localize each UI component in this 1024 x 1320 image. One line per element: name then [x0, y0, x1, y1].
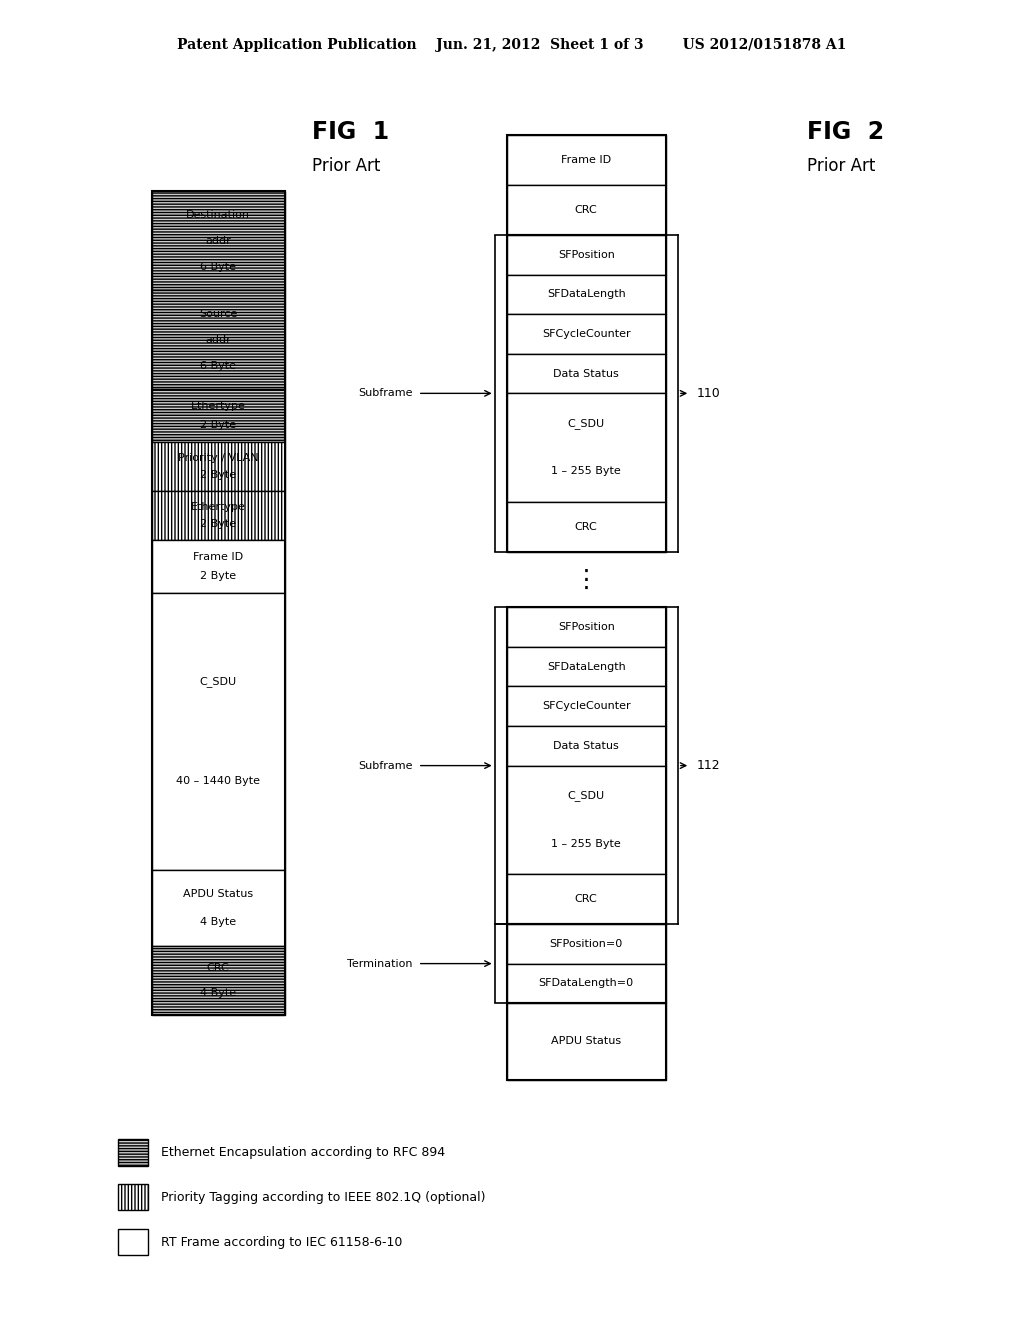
- Text: Source: Source: [199, 309, 238, 319]
- Text: 4 Byte: 4 Byte: [200, 917, 237, 927]
- Text: RT Frame according to IEC 61158-6-10: RT Frame according to IEC 61158-6-10: [161, 1236, 402, 1249]
- Text: Frame ID: Frame ID: [194, 552, 243, 562]
- Text: Ethertype: Ethertype: [190, 502, 246, 512]
- Text: Priority / VLAN: Priority / VLAN: [178, 453, 258, 463]
- Bar: [507, 607, 666, 647]
- Text: 40 – 1440 Byte: 40 – 1440 Byte: [176, 776, 260, 787]
- Bar: [507, 1003, 666, 1080]
- Bar: [507, 135, 666, 235]
- Text: CRC: CRC: [574, 205, 598, 215]
- Text: Ethertype: Ethertype: [190, 401, 246, 412]
- Text: Priority Tagging according to IEEE 802.1Q (optional): Priority Tagging according to IEEE 802.1…: [161, 1191, 485, 1204]
- Text: 6 Byte: 6 Byte: [200, 261, 237, 272]
- Bar: [507, 275, 666, 314]
- Text: C_SDU: C_SDU: [567, 418, 605, 429]
- Text: 112: 112: [696, 759, 720, 772]
- Text: 1 – 255 Byte: 1 – 255 Byte: [551, 466, 622, 477]
- Text: Prior Art: Prior Art: [807, 157, 876, 176]
- Text: 110: 110: [696, 387, 720, 400]
- Bar: [118, 1229, 148, 1255]
- Text: 6 Byte: 6 Byte: [200, 360, 237, 371]
- Text: FIG  2: FIG 2: [807, 120, 884, 144]
- Bar: [507, 686, 666, 726]
- Bar: [507, 1003, 666, 1080]
- Bar: [152, 491, 285, 540]
- Bar: [507, 314, 666, 354]
- Text: CRC: CRC: [574, 521, 598, 532]
- Bar: [118, 1139, 148, 1166]
- Text: 2 Byte: 2 Byte: [200, 420, 237, 430]
- Bar: [507, 607, 666, 924]
- Text: addr: addr: [205, 236, 231, 246]
- Bar: [507, 185, 666, 235]
- Text: 2 Byte: 2 Byte: [200, 570, 237, 581]
- Text: APDU Status: APDU Status: [183, 890, 253, 899]
- Bar: [152, 946, 285, 1015]
- Text: C_SDU: C_SDU: [200, 676, 237, 686]
- Text: APDU Status: APDU Status: [551, 1036, 622, 1047]
- Text: Data Status: Data Status: [553, 741, 620, 751]
- Text: C_SDU: C_SDU: [567, 791, 605, 801]
- Text: Patent Application Publication    Jun. 21, 2012  Sheet 1 of 3        US 2012/015: Patent Application Publication Jun. 21, …: [177, 38, 847, 51]
- Text: Destination: Destination: [186, 210, 250, 220]
- Bar: [507, 354, 666, 393]
- Bar: [507, 766, 666, 874]
- Text: 4 Byte: 4 Byte: [200, 989, 237, 998]
- Text: ⋮: ⋮: [573, 568, 599, 591]
- Text: SFCycleCounter: SFCycleCounter: [542, 701, 631, 711]
- Bar: [118, 1184, 148, 1210]
- Text: SFDataLength=0: SFDataLength=0: [539, 978, 634, 989]
- Bar: [152, 191, 285, 290]
- Bar: [507, 964, 666, 1003]
- Bar: [507, 235, 666, 552]
- Text: SFPosition=0: SFPosition=0: [550, 939, 623, 949]
- Text: SFDataLength: SFDataLength: [547, 289, 626, 300]
- Text: SFPosition: SFPosition: [558, 249, 614, 260]
- Bar: [152, 191, 285, 1015]
- Bar: [152, 540, 285, 593]
- Bar: [507, 924, 666, 964]
- Bar: [507, 924, 666, 1003]
- Bar: [507, 393, 666, 502]
- Text: SFCycleCounter: SFCycleCounter: [542, 329, 631, 339]
- Text: Data Status: Data Status: [553, 368, 620, 379]
- Text: Frame ID: Frame ID: [561, 154, 611, 165]
- Text: 2 Byte: 2 Byte: [200, 519, 237, 529]
- Text: Prior Art: Prior Art: [312, 157, 381, 176]
- Text: addr: addr: [205, 335, 231, 345]
- Bar: [152, 290, 285, 389]
- Text: Subframe: Subframe: [358, 388, 413, 399]
- Bar: [152, 870, 285, 946]
- Text: SFPosition: SFPosition: [558, 622, 614, 632]
- Text: Subframe: Subframe: [358, 760, 413, 771]
- Text: Ethernet Encapsulation according to RFC 894: Ethernet Encapsulation according to RFC …: [161, 1146, 444, 1159]
- Text: Termination: Termination: [347, 958, 413, 969]
- Bar: [507, 502, 666, 552]
- Text: SFDataLength: SFDataLength: [547, 661, 626, 672]
- Text: FIG  1: FIG 1: [312, 120, 389, 144]
- Bar: [507, 235, 666, 275]
- Text: 1 – 255 Byte: 1 – 255 Byte: [551, 838, 622, 849]
- Bar: [507, 874, 666, 924]
- Text: CRC: CRC: [574, 894, 598, 904]
- Bar: [152, 389, 285, 442]
- Text: CRC: CRC: [207, 964, 229, 973]
- Bar: [507, 726, 666, 766]
- Text: 2 Byte: 2 Byte: [200, 470, 237, 480]
- Bar: [507, 647, 666, 686]
- Bar: [152, 442, 285, 491]
- Bar: [507, 135, 666, 185]
- Bar: [152, 593, 285, 870]
